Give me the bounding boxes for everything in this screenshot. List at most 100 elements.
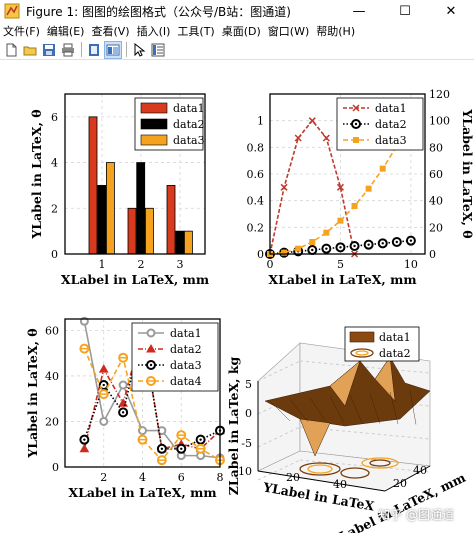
point-data1 — [336, 183, 344, 191]
surface-gridline-z — [257, 426, 301, 448]
surface-mesh-line — [409, 390, 417, 425]
dual-axis-ytick-right-label: 40 — [429, 195, 443, 208]
point-data2-center — [311, 248, 314, 252]
dual-axis-chart-legend-label: data1 — [375, 102, 407, 115]
surface-legend-swatch-data1 — [349, 331, 375, 343]
multi-line-xtick-label: 2 — [100, 471, 107, 484]
surface-legend-label: data2 — [379, 347, 411, 360]
bar-data2-1 — [97, 185, 107, 255]
dual-axis-ytick-left-label: 0.6 — [247, 168, 265, 181]
surface-xtick-label: 20 — [393, 477, 407, 490]
surface-gridline-z — [257, 360, 301, 382]
dual-axis-ytick-right-label: 0 — [429, 248, 436, 261]
close-button[interactable]: ✕ — [428, 0, 474, 22]
open-button[interactable] — [21, 41, 39, 59]
surface-contour-line — [369, 459, 391, 467]
surface-ytick-label: 40 — [333, 478, 347, 491]
dual-axis-ytick-right-label: 80 — [429, 141, 443, 154]
multi-line-chart-legend-label: data1 — [170, 327, 202, 340]
menu-edit[interactable]: 编辑(E) — [46, 25, 85, 38]
surface-legend-contour-data2-inner — [355, 350, 369, 356]
multi-line-xlabel: XLabel in LaTeX, mm — [68, 485, 216, 500]
menu-bar: 文件(F) 编辑(E) 查看(V) 插入(I) 工具(T) 桌面(D) 窗口(W… — [0, 22, 474, 40]
point-data3 — [309, 239, 316, 245]
multi-line-ytick-label: 40 — [45, 370, 59, 383]
point-data2-center — [325, 247, 328, 250]
print-button[interactable] — [59, 41, 77, 59]
toolbar-separator — [81, 42, 82, 57]
surface-mesh-line — [349, 394, 363, 424]
surface-gridline-z — [299, 360, 431, 374]
surface-mesh-line — [329, 396, 345, 423]
dual-legend-marker-data1 — [352, 104, 360, 112]
maximize-button[interactable]: ☐ — [382, 0, 428, 22]
new-file-button[interactable] — [2, 41, 20, 59]
dual-axis-ytick-right-label: 20 — [429, 221, 443, 234]
dual-axis-xtick-label: 0 — [267, 258, 274, 271]
dual-axis-xtick-label: 10 — [404, 258, 418, 271]
plot-browser-button[interactable] — [149, 41, 167, 59]
bar-chart-ylabel: YLabel in LaTeX, θ — [29, 109, 44, 239]
point-data3 — [365, 185, 372, 192]
point-data3 — [351, 203, 358, 209]
bar-chart-xlabel: XLabel in LaTeX, mm — [61, 272, 209, 287]
menu-desktop[interactable]: 桌面(D) — [221, 25, 261, 38]
bar-data1-3 — [166, 185, 176, 255]
pointer-icon — [134, 42, 146, 57]
bar-chart-xtick-label: 3 — [177, 258, 184, 271]
bar-data1-1 — [88, 116, 98, 255]
menu-insert[interactable]: 插入(I) — [136, 25, 171, 38]
surface-contour-line — [307, 464, 333, 474]
surface-ztick-label: 0 — [245, 407, 252, 420]
dual-axis-ytick-left-label: 1 — [257, 115, 264, 128]
point-data2-center — [353, 244, 356, 248]
link-plot-button[interactable] — [85, 41, 103, 59]
toolbar — [0, 40, 474, 60]
multi-line-ytick-label: 0 — [52, 461, 59, 474]
point-data2-center — [339, 246, 342, 249]
menu-file[interactable]: 文件(F) — [3, 25, 40, 38]
menu-window[interactable]: 窗口(W) — [267, 25, 310, 38]
bar-legend-swatch-data3 — [140, 134, 168, 146]
surface-gridline-z — [257, 459, 301, 481]
surface-mesh-line — [389, 391, 399, 425]
dock-figure-button[interactable] — [104, 40, 122, 59]
window-title: Figure 1: 图图的绘图格式（公众号/B站：图通道) — [26, 4, 291, 19]
multi-legend-marker-data1 — [146, 328, 156, 338]
bar-chart-ytick-label: 6 — [51, 111, 58, 124]
menu-tools[interactable]: 工具(T) — [177, 25, 215, 38]
toolbar-separator — [126, 42, 127, 57]
surface-ztick-label: -10 — [234, 465, 252, 478]
point-data3-center — [83, 438, 86, 441]
open-folder-icon — [23, 46, 37, 55]
surface-contour-line — [340, 467, 370, 479]
surface-ytick-label: 20 — [286, 471, 300, 484]
surface-xtick-label: 40 — [413, 464, 427, 477]
surface-gridline-z — [299, 426, 431, 440]
surface-peak-left — [329, 360, 361, 407]
multi-line-chart-axes-box — [64, 318, 221, 468]
dual-axis-ytick-right-label: 120 — [429, 88, 450, 101]
bar-chart-legend-label: data3 — [173, 134, 205, 147]
surface-mesh-line — [289, 399, 309, 422]
save-button[interactable] — [40, 41, 58, 59]
point-data3 — [337, 217, 344, 224]
menu-help[interactable]: 帮助(H) — [316, 25, 356, 38]
point-data1 — [99, 416, 109, 426]
point-data2 — [98, 364, 109, 373]
point-data3 — [295, 245, 302, 252]
pointer-button[interactable] — [130, 41, 148, 59]
point-data3 — [323, 229, 330, 236]
dual-axis-xlabel: XLabel in LaTeX, mm — [268, 272, 416, 287]
figure-canvas: 1 2 3 0 2 4 6 XLabel in LaTeX, mm YLabel in LaTe… — [0, 61, 474, 533]
save-icon — [43, 43, 55, 56]
point-data2 — [118, 398, 128, 407]
bar-data3-2 — [144, 207, 154, 255]
surface-peak-right — [374, 356, 396, 402]
surface-mesh-line — [309, 397, 327, 423]
minimize-button[interactable]: — — [336, 0, 382, 22]
dock-figure-icon — [106, 44, 120, 55]
watermark-text: 知乎 @图通道 — [378, 508, 454, 522]
menu-view[interactable]: 查看(V) — [91, 25, 130, 38]
multi-line-chart-legend-label: data2 — [170, 343, 202, 356]
